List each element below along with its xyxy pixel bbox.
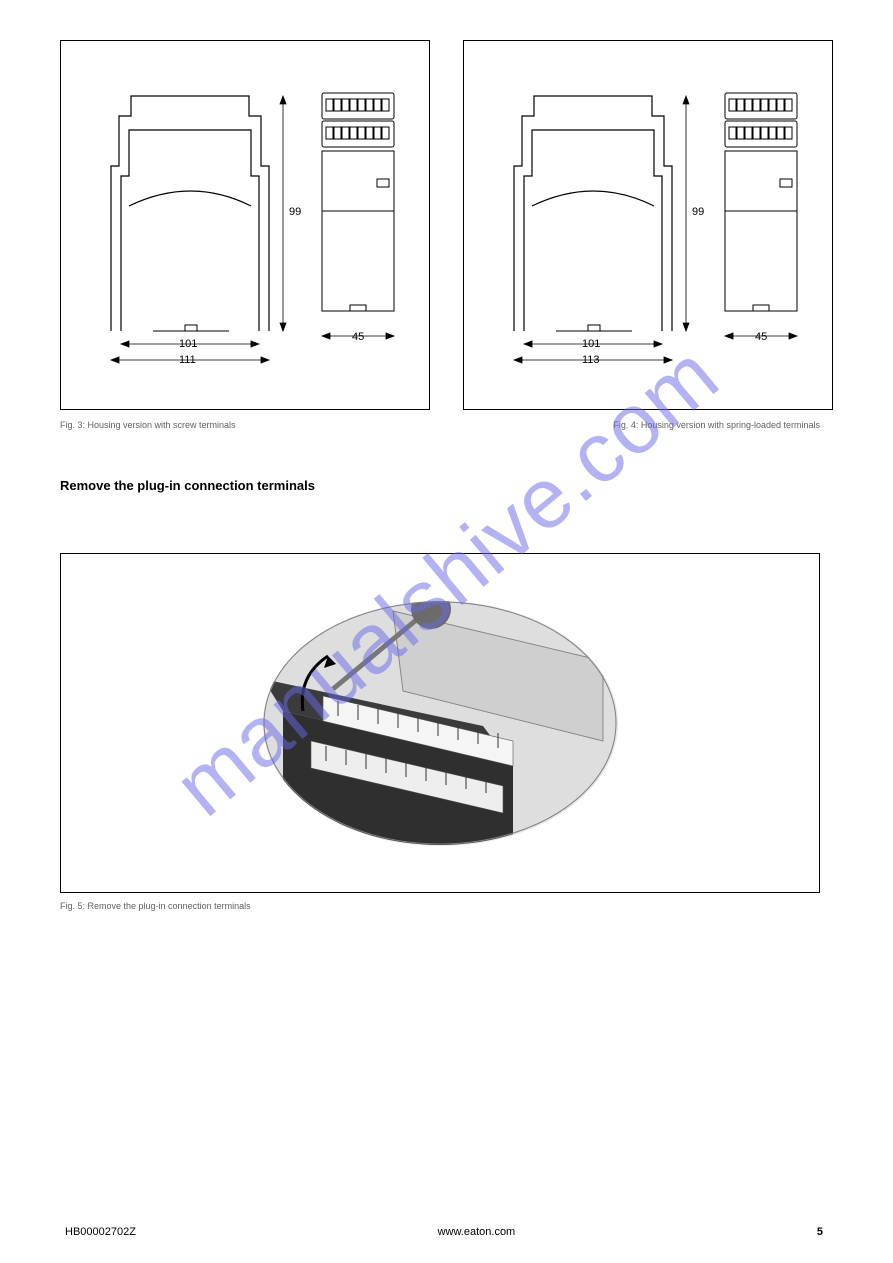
section-title: Remove the plug-in connection terminals (60, 478, 833, 493)
fig5-caption: Fig. 5: Remove the plug-in connection te… (60, 901, 833, 911)
side-profile-drawing-r: 99 101 113 (494, 86, 694, 366)
dim-depth-r: 45 (755, 331, 767, 343)
footer-page: 5 (817, 1226, 823, 1238)
figure-3-panel: 99 101 111 (60, 40, 430, 410)
fig3-caption: Fig. 3: Housing version with screw termi… (60, 420, 236, 430)
dim-w1: 101 (179, 338, 197, 350)
dim-height-r: 99 (692, 206, 704, 218)
side-profile-drawing: 99 101 111 (91, 86, 291, 366)
footer-url: www.eaton.com (438, 1226, 516, 1238)
dim-w2: 111 (179, 354, 196, 366)
figure-4-panel: 99 101 113 (463, 40, 833, 410)
dim-height: 99 (289, 206, 301, 218)
top-drawing-right: 45 (717, 91, 812, 351)
footer-doc-id: HB00002702Z (65, 1226, 136, 1238)
dim-w1-r: 101 (582, 338, 600, 350)
dim-depth: 45 (352, 331, 364, 343)
figure-5-panel (60, 553, 820, 893)
top-drawing-left: 45 (314, 91, 409, 351)
fig4-caption: Fig. 4: Housing version with spring-load… (613, 420, 820, 430)
dim-w2-r: 113 (582, 354, 600, 366)
figure-captions: Fig. 3: Housing version with screw termi… (60, 420, 820, 430)
figure-row: 99 101 111 (60, 40, 833, 410)
terminal-photo (263, 601, 618, 846)
page-footer: HB00002702Z www.eaton.com 5 (65, 1226, 823, 1238)
